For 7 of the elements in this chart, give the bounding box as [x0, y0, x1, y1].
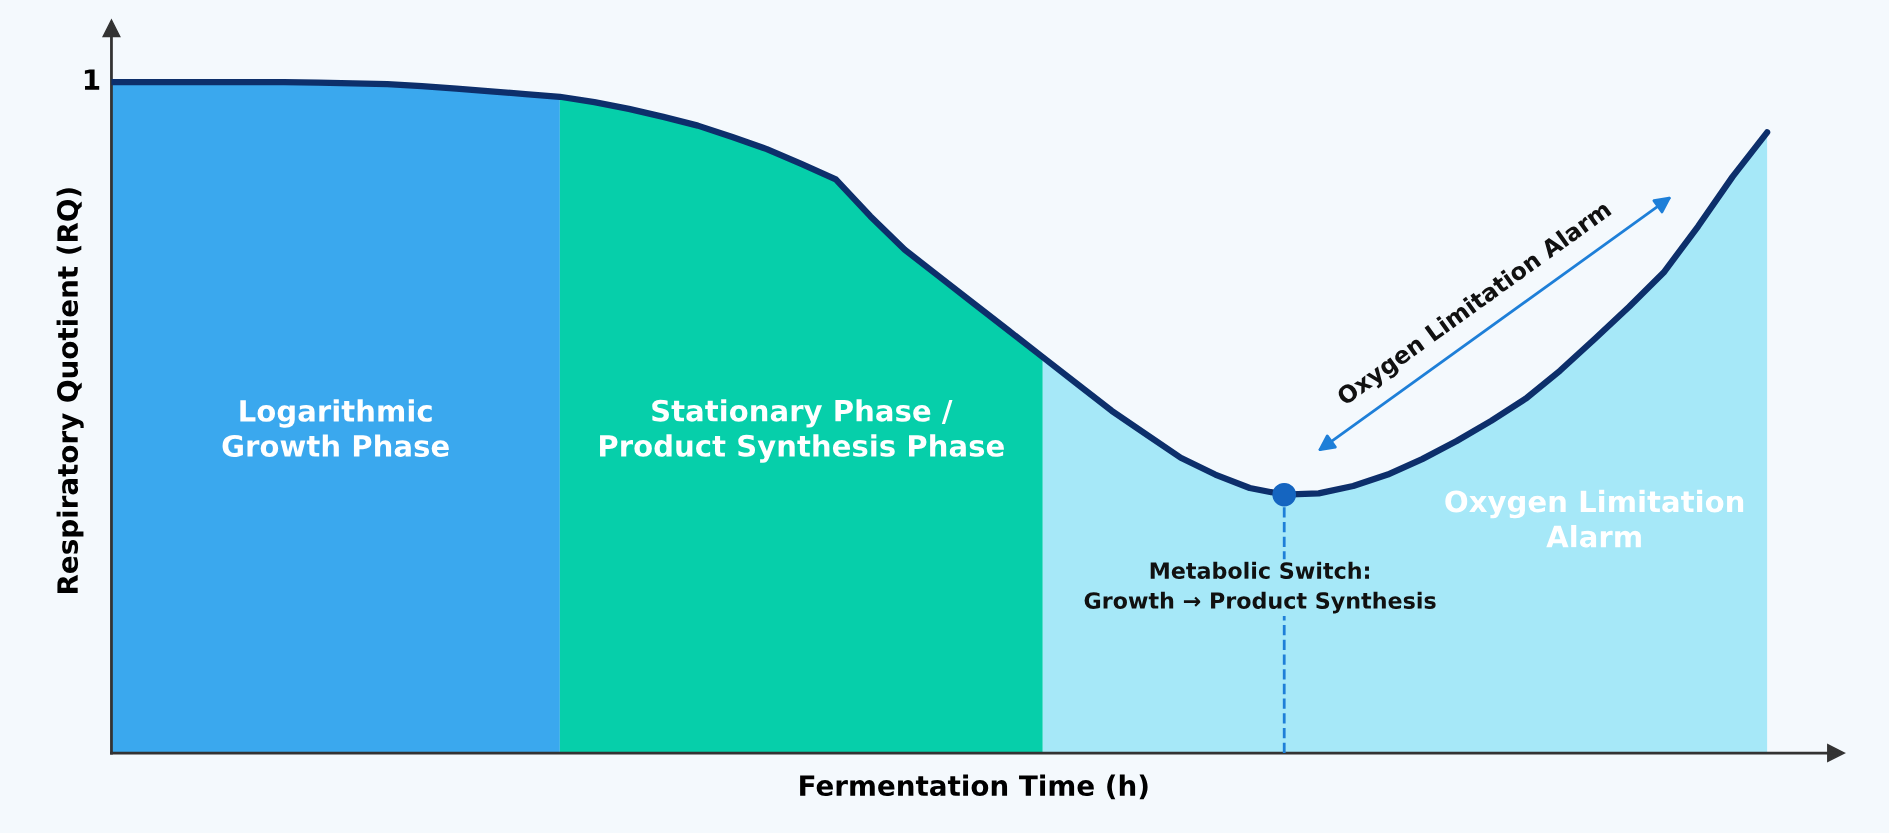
annotation: Logarithmic Growth Phase — [222, 399, 449, 457]
annotation: Oxygen Limitation Alarm — [1445, 489, 1744, 548]
x-axis-title: Fermentation Time (h) — [800, 774, 1148, 800]
annotation: Stationary Phase / Product Synthesis Phase — [600, 399, 1004, 463]
annotation: Metabolic Switch: Growth → Product Synthesis — [1084, 561, 1436, 614]
y-axis-title: Respiratory Quotient (RQ) — [56, 188, 84, 593]
annotation: 1 — [84, 69, 100, 90]
